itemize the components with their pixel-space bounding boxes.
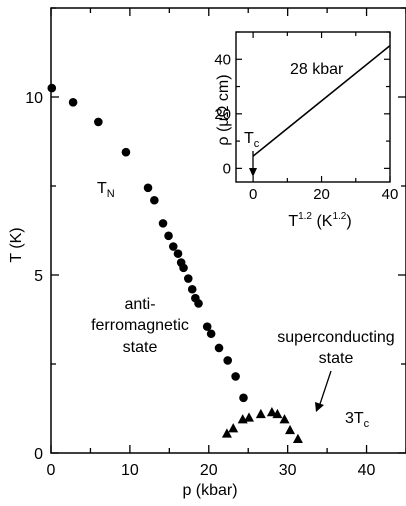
- tc3-annotation-sub: c: [364, 418, 370, 430]
- inset-tc-main: T: [244, 130, 254, 147]
- tn-annotation-sub: N: [107, 188, 115, 200]
- tc-data-point: [244, 412, 255, 422]
- tn-data-point: [168, 242, 178, 251]
- inset-resistivity-line: [252, 45, 391, 157]
- inset-x-label-unit: (K: [312, 213, 333, 230]
- tn-data-point: [194, 299, 203, 308]
- inset-data-line: [252, 45, 391, 157]
- tn-data-point: [68, 98, 78, 107]
- tc-data-point: [255, 408, 266, 419]
- tc-data-point: [285, 424, 296, 435]
- inset-x-label-exp2: 1.2: [332, 211, 346, 222]
- y-tick-label: 10: [25, 90, 43, 107]
- inset-x-label-close: ): [346, 213, 351, 230]
- afm-annotation-line2: ferromagnetic: [91, 317, 189, 334]
- inset-x-tick-label: 0: [249, 186, 257, 203]
- tc-data-point: [272, 408, 283, 419]
- tn-data-point: [202, 322, 212, 331]
- afm-annotation-line1: anti-: [124, 296, 155, 313]
- tn-data-point: [223, 356, 233, 365]
- inset-y-axis-label: ρ (μΩ cm): [215, 74, 232, 145]
- y-tick-label: 0: [34, 446, 43, 463]
- main-tick-labels: 0 10 20 30 40 0 5 10: [25, 90, 375, 479]
- tn-data-point: [214, 343, 224, 353]
- y-axis-label: T (K): [8, 227, 25, 262]
- x-axis-label: p (kbar): [182, 482, 237, 499]
- tn-data-point: [121, 147, 131, 157]
- tn-data-point: [173, 249, 183, 258]
- inset-x-tick-label: 20: [313, 186, 330, 203]
- tc-data-point: [279, 414, 290, 424]
- inset-x-label-t: T: [288, 213, 298, 230]
- afm-annotation-line3: state: [123, 339, 158, 356]
- tn-annotation-main: T: [97, 180, 107, 197]
- tn-data-point: [164, 231, 173, 241]
- main-ticks: [50, 7, 406, 454]
- tn-data-point: [239, 393, 248, 403]
- inset-axes-box: [235, 31, 391, 183]
- y-tick-label: 5: [34, 268, 43, 285]
- inset-tc-arrow: [249, 151, 257, 177]
- inset-tc-sub: c: [254, 138, 260, 150]
- tc-data-point: [221, 428, 232, 438]
- tn-data-point: [158, 219, 168, 228]
- tn-data-point: [206, 329, 216, 339]
- tc-data-point: [228, 423, 239, 433]
- inset-tc-annotation: Tc: [244, 130, 260, 150]
- inset-y-tick-label: 20: [214, 106, 231, 123]
- tc3-annotation-main: 3T: [345, 410, 364, 427]
- inset-tick-labels: 0 20 40 0 20 40: [214, 51, 398, 203]
- x-tick-label: 40: [358, 462, 376, 479]
- tn-data-point: [150, 195, 159, 205]
- sc-arrow: [315, 370, 332, 412]
- inset-x-axis-label: T1.2 (K1.2): [288, 211, 351, 230]
- sc-annotation-line1: superconducting: [277, 329, 394, 346]
- inset-title: 28 kbar: [290, 61, 344, 78]
- tc-data-point: [292, 433, 303, 444]
- tn-data-point: [179, 263, 188, 273]
- tn-annotation: TN: [97, 180, 115, 200]
- inset-x-label-exp1: 1.2: [298, 211, 312, 222]
- x-tick-label: 20: [200, 462, 218, 479]
- main-axes-box: [50, 7, 406, 454]
- inset-x-tick-label: 40: [382, 186, 399, 203]
- tc3-annotation: 3Tc: [345, 410, 370, 430]
- tn-data-point: [187, 284, 197, 294]
- inset-y-tick-label: 0: [223, 160, 231, 177]
- sc-annotation-line2: state: [319, 350, 354, 367]
- inset-ticks: [236, 31, 391, 182]
- tn-data-point: [183, 274, 193, 283]
- tn-data-point: [143, 183, 153, 193]
- x-tick-label: 0: [47, 462, 56, 479]
- inset-frame: [235, 31, 391, 183]
- main-plot-frame: [50, 7, 406, 454]
- main-data-points: [47, 83, 303, 444]
- tc-data-point: [266, 407, 277, 417]
- inset-y-tick-label: 40: [214, 51, 231, 68]
- tn-data-point: [94, 117, 103, 127]
- x-tick-label: 10: [121, 462, 139, 479]
- tn-data-point: [47, 83, 57, 93]
- x-tick-label: 30: [279, 462, 297, 479]
- tn-data-point: [231, 372, 240, 381]
